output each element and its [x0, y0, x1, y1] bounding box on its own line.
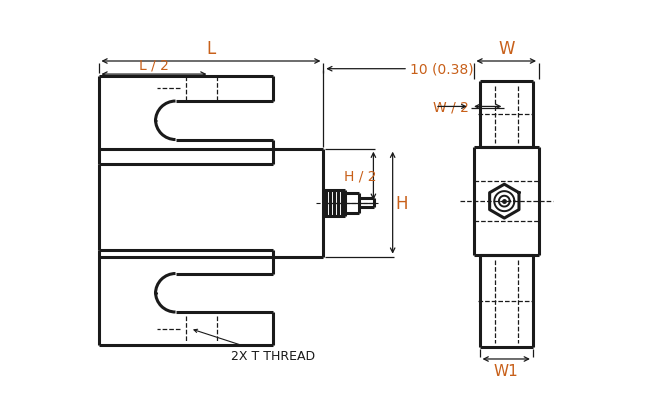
Text: W: W	[498, 40, 515, 58]
Text: L: L	[207, 40, 216, 58]
Text: 2X T THREAD: 2X T THREAD	[194, 330, 315, 362]
Bar	[479, 255, 533, 348]
Text: L / 2: L / 2	[139, 58, 169, 72]
Text: H: H	[396, 194, 408, 212]
Bar	[479, 82, 533, 148]
Bar	[473, 148, 539, 255]
Bar	[98, 251, 274, 345]
Text: W1: W1	[494, 363, 519, 378]
Text: 10 (0.38): 10 (0.38)	[410, 62, 473, 76]
Text: W / 2: W / 2	[434, 100, 469, 114]
Bar	[98, 150, 323, 257]
Bar	[98, 76, 274, 165]
Text: H / 2: H / 2	[344, 169, 376, 183]
